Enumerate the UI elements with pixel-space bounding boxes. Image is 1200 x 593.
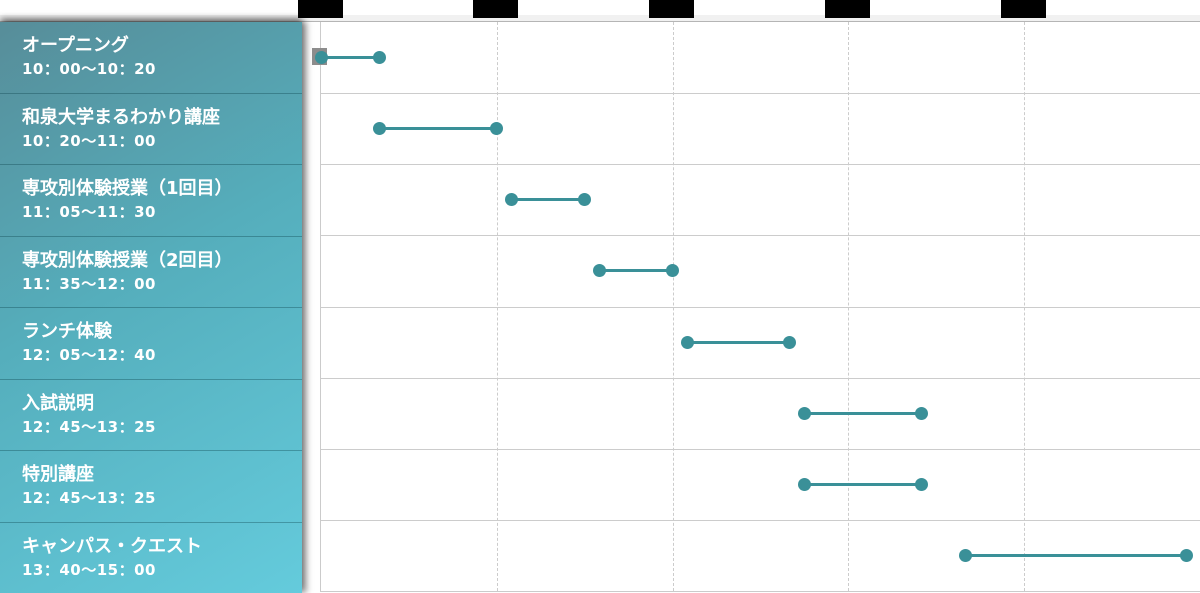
timeline-dot-start (373, 122, 387, 136)
event-title: 特別講座 (22, 464, 94, 486)
timeline-dot-start (797, 477, 811, 491)
hour-tick-box (649, 0, 695, 18)
timeline-dot-start (680, 335, 694, 349)
timeline-dot-end (783, 335, 797, 349)
event-time: 12：05〜12：40 (22, 346, 156, 365)
timeline-dot-end (915, 406, 929, 420)
timeline-dot-start (959, 548, 973, 562)
row-divider-line (321, 448, 1200, 450)
event-title: キャンパス・クエスト (22, 535, 202, 557)
event-time: 10：20〜11：00 (22, 131, 156, 150)
hour-tick-box (824, 0, 870, 18)
timeline-segment (804, 411, 922, 415)
event-time: 11：35〜12：00 (22, 274, 156, 293)
row-divider-line (321, 235, 1200, 237)
event-row: 特別講座 12：45〜13：25 (0, 451, 302, 523)
event-title: ランチ体験 (22, 321, 112, 343)
event-time: 12：45〜13：25 (22, 417, 156, 436)
timeline-dot-end (1179, 548, 1193, 562)
hour-tick-box (297, 0, 343, 18)
event-time: 10：00〜10：20 (22, 60, 156, 79)
event-title: オープニング (22, 35, 129, 57)
event-row: ランチ体験 12：05〜12：40 (0, 308, 302, 380)
event-time: 11：05〜11：30 (22, 203, 156, 222)
row-divider-line (321, 306, 1200, 308)
timeline-segment (965, 553, 1186, 557)
timeline-segment (511, 198, 585, 202)
timeline-segment (599, 269, 673, 273)
event-title: 専攻別体験授業（2回目） (22, 249, 233, 271)
event-row: オープニング 10：00〜10：20 (0, 22, 302, 94)
timeline-segment (321, 56, 380, 60)
timeline-segment (379, 127, 497, 131)
hour-tick-box (473, 0, 519, 18)
timeline-dot-end (578, 193, 592, 207)
timeline-dot-end (915, 477, 929, 491)
timeline-segment (687, 340, 790, 344)
gantt-chart-area (314, 22, 1200, 592)
row-divider-line (321, 377, 1200, 379)
timeline-dot-start (314, 51, 328, 65)
row-divider-line (321, 519, 1200, 521)
timeline-dot-start (797, 406, 811, 420)
event-row: キャンパス・クエスト 13：40〜15：00 (0, 523, 302, 593)
timeline-dot-end (373, 51, 387, 65)
event-title: 専攻別体験授業（1回目） (22, 178, 233, 200)
event-title: 入試説明 (22, 392, 94, 414)
timeline-segment (804, 482, 922, 486)
timeline-dot-start (504, 193, 518, 207)
chart-header-strip (0, 15, 1200, 22)
event-title: 和泉大学まるわかり講座 (22, 106, 220, 128)
hour-tick-box (1000, 0, 1046, 18)
row-divider-line (321, 164, 1200, 166)
event-row: 入試説明 12：45〜13：25 (0, 380, 302, 451)
event-time: 13：40〜15：00 (22, 560, 156, 579)
event-row: 専攻別体験授業（2回目） 11：35〜12：00 (0, 237, 302, 308)
event-sidebar: オープニング 10：00〜10：20 和泉大学まるわかり講座 10：20〜11：00 専… (0, 22, 302, 593)
timeline-dot-end (490, 122, 504, 136)
event-row: 和泉大学まるわかり講座 10：20〜11：00 (0, 94, 302, 165)
timeline-dot-start (592, 264, 606, 278)
event-row: 専攻別体験授業（1回目） 11：05〜11：30 (0, 165, 302, 237)
timeline-dot-end (666, 264, 680, 278)
row-divider-line (321, 93, 1200, 95)
event-time: 12：45〜13：25 (22, 489, 156, 508)
